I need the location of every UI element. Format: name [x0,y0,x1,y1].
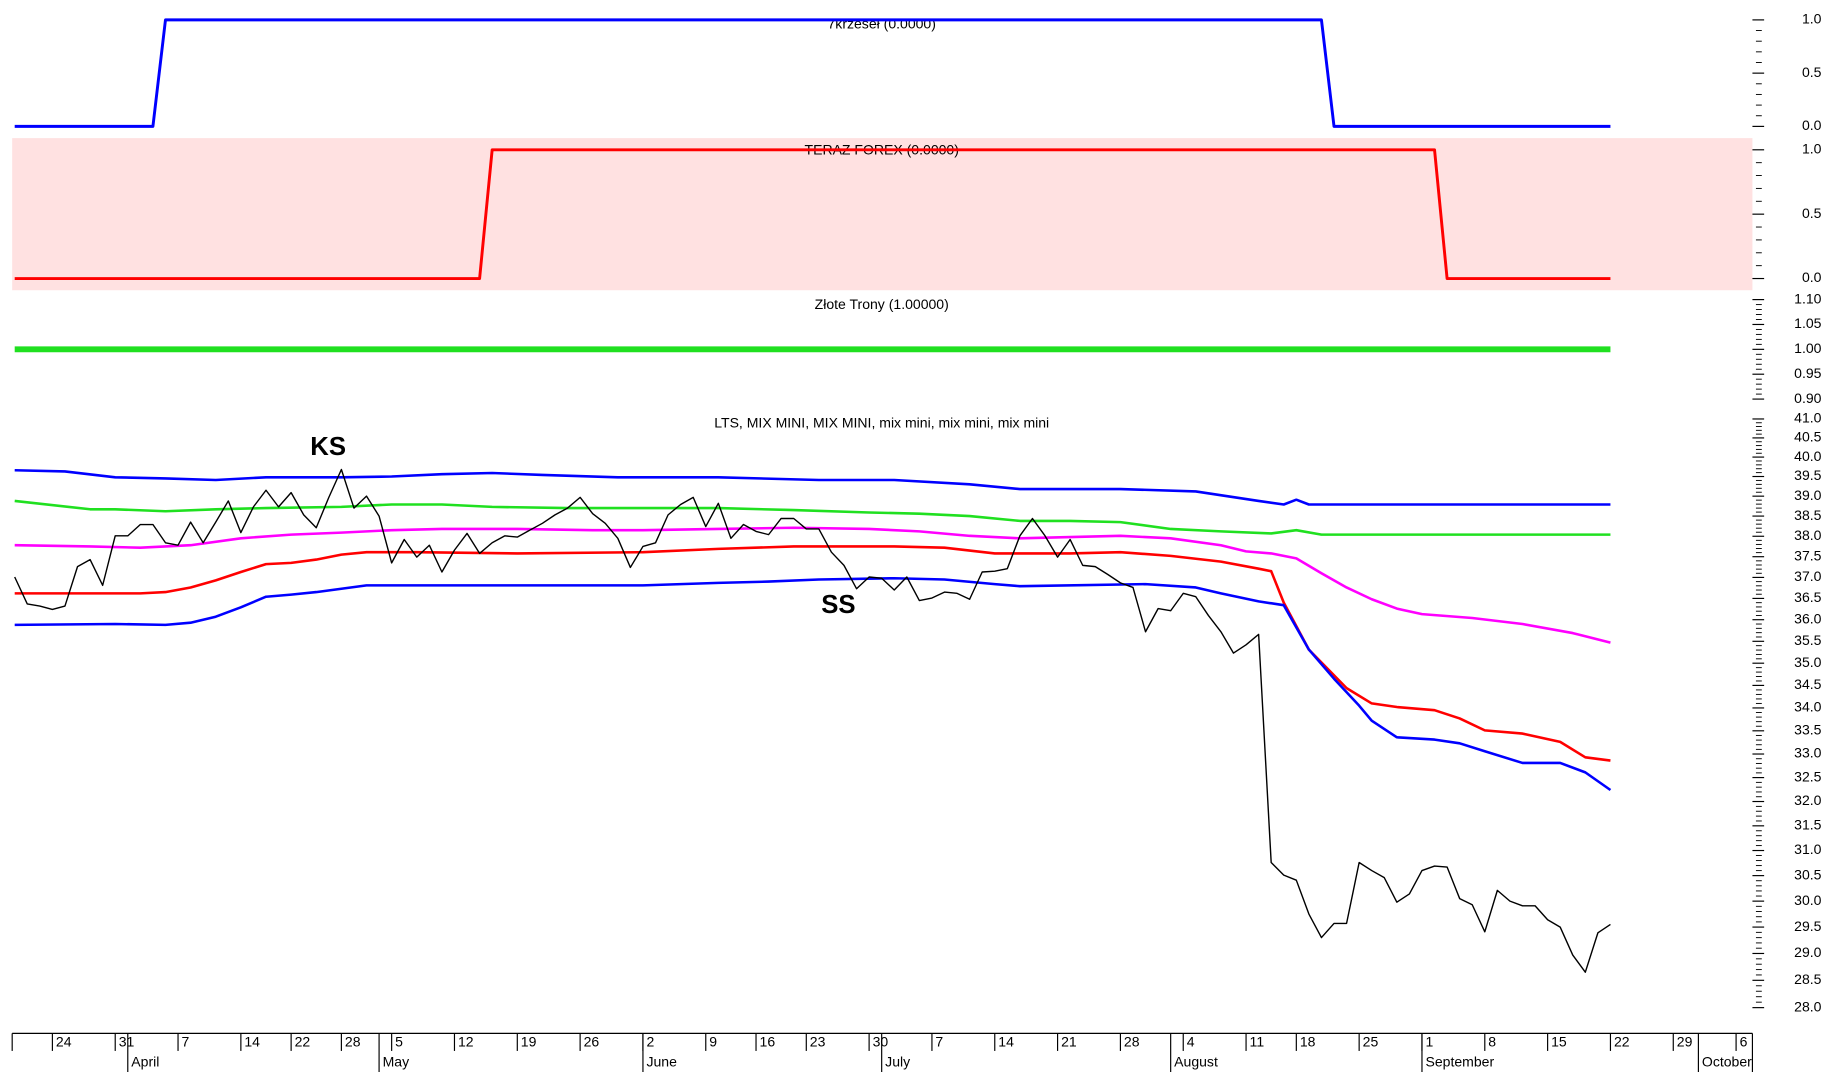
x-tick-label: 6 [1740,1033,1748,1049]
y-tick-label: 36.5 [1794,589,1822,605]
y-tick-label: 37.0 [1794,568,1822,584]
x-tick-label: 5 [395,1033,403,1049]
panel-title: Złote Trony (1.00000) [815,296,949,312]
series-line [14,468,1611,506]
y-tick-label: 0.90 [1794,390,1822,406]
y-tick-label: 31.5 [1794,817,1822,833]
series-line [14,468,1611,973]
x-tick-label: 1 [1425,1033,1433,1049]
x-tick-label: 15 [1551,1033,1567,1049]
x-tick-label: 24 [56,1033,72,1049]
y-tick-label: 31.0 [1794,841,1822,857]
x-tick-label: 7 [182,1033,190,1049]
panel-title: LTS, MIX MINI, MIX MINI, mix mini, mix m… [714,414,1049,430]
y-tick-label: 29.0 [1794,944,1822,960]
y-tick-label: 1.0 [1802,11,1822,27]
y-tick-label: 38.5 [1794,507,1822,523]
y-tick-label: 34.0 [1794,699,1822,715]
y-tick-label: 33.0 [1794,745,1822,761]
series-line [14,148,1611,280]
y-tick-label: 37.5 [1794,547,1822,563]
series-line [14,526,1611,644]
month-label: October [1702,1053,1752,1069]
y-tick-label: 35.5 [1794,632,1822,648]
month-label: July [885,1053,910,1069]
x-tick-label: 26 [584,1033,600,1049]
x-tick-label: 11 [1250,1033,1265,1049]
y-tick-label: 32.0 [1794,792,1822,808]
x-tick-label: 21 [1061,1033,1077,1049]
y-tick-label: 0.5 [1802,64,1822,80]
y-tick-label: 1.10 [1794,290,1822,306]
x-tick-label: 14 [998,1033,1014,1049]
x-tick-label: 23 [810,1033,826,1049]
x-tick-label: 19 [521,1033,537,1049]
y-tick-label: 1.05 [1794,315,1822,331]
y-tick-label: 28.5 [1794,971,1822,987]
x-tick-label: 18 [1300,1033,1316,1049]
x-tick-label: 22 [1614,1033,1630,1049]
month-label: June [646,1053,677,1069]
y-tick-label: 33.5 [1794,722,1822,738]
y-tick-label: 38.0 [1794,527,1822,543]
annotation: KS [310,433,346,461]
x-tick-label: 28 [345,1033,361,1049]
month-label: April [131,1053,159,1069]
y-tick-label: 0.0 [1802,117,1822,133]
y-tick-label: 39.5 [1794,467,1822,483]
x-tick-label: 25 [1363,1033,1379,1049]
y-tick-label: 32.5 [1794,768,1822,784]
x-tick-label: 9 [709,1033,717,1049]
y-tick-label: 36.0 [1794,610,1822,626]
y-tick-label: 30.5 [1794,866,1822,882]
y-tick-label: 39.0 [1794,487,1822,503]
y-tick-label: 1.00 [1794,340,1822,356]
month-label: September [1425,1053,1494,1069]
x-tick-label: 2 [646,1033,654,1049]
x-tick-label: 4 [1187,1033,1195,1049]
x-tick-label: 7 [935,1033,943,1049]
series-line [14,545,1611,762]
x-tick-label: 22 [295,1033,311,1049]
y-tick-label: 0.5 [1802,205,1822,221]
y-tick-label: 29.5 [1794,918,1822,934]
y-tick-label: 0.0 [1802,269,1822,285]
x-tick-label: 16 [760,1033,776,1049]
y-tick-label: 1.0 [1802,141,1822,157]
y-tick-label: 30.0 [1794,892,1822,908]
x-tick-label: 14 [244,1033,260,1049]
month-label: August [1174,1053,1218,1069]
x-tick-label: 29 [1677,1033,1693,1049]
series-line [14,18,1611,128]
y-tick-label: 41.0 [1794,410,1822,426]
month-label: May [383,1053,410,1069]
x-tick-label: 31 [119,1033,135,1049]
y-tick-label: 35.0 [1794,654,1822,670]
series-line [14,576,1612,792]
y-tick-label: 40.0 [1794,448,1822,464]
x-tick-label: 30 [873,1033,889,1049]
panel-background [12,138,1753,291]
x-tick-label: 12 [458,1033,474,1049]
y-tick-label: 0.95 [1794,365,1822,381]
x-tick-label: 8 [1488,1033,1496,1049]
annotation: SS [821,591,855,619]
y-tick-label: 28.0 [1794,998,1822,1014]
x-tick-label: 28 [1124,1033,1140,1049]
y-tick-label: 34.5 [1794,676,1822,692]
panel-title: 7krzeseł (0.0000) [828,15,936,31]
y-tick-label: 40.5 [1794,429,1822,445]
